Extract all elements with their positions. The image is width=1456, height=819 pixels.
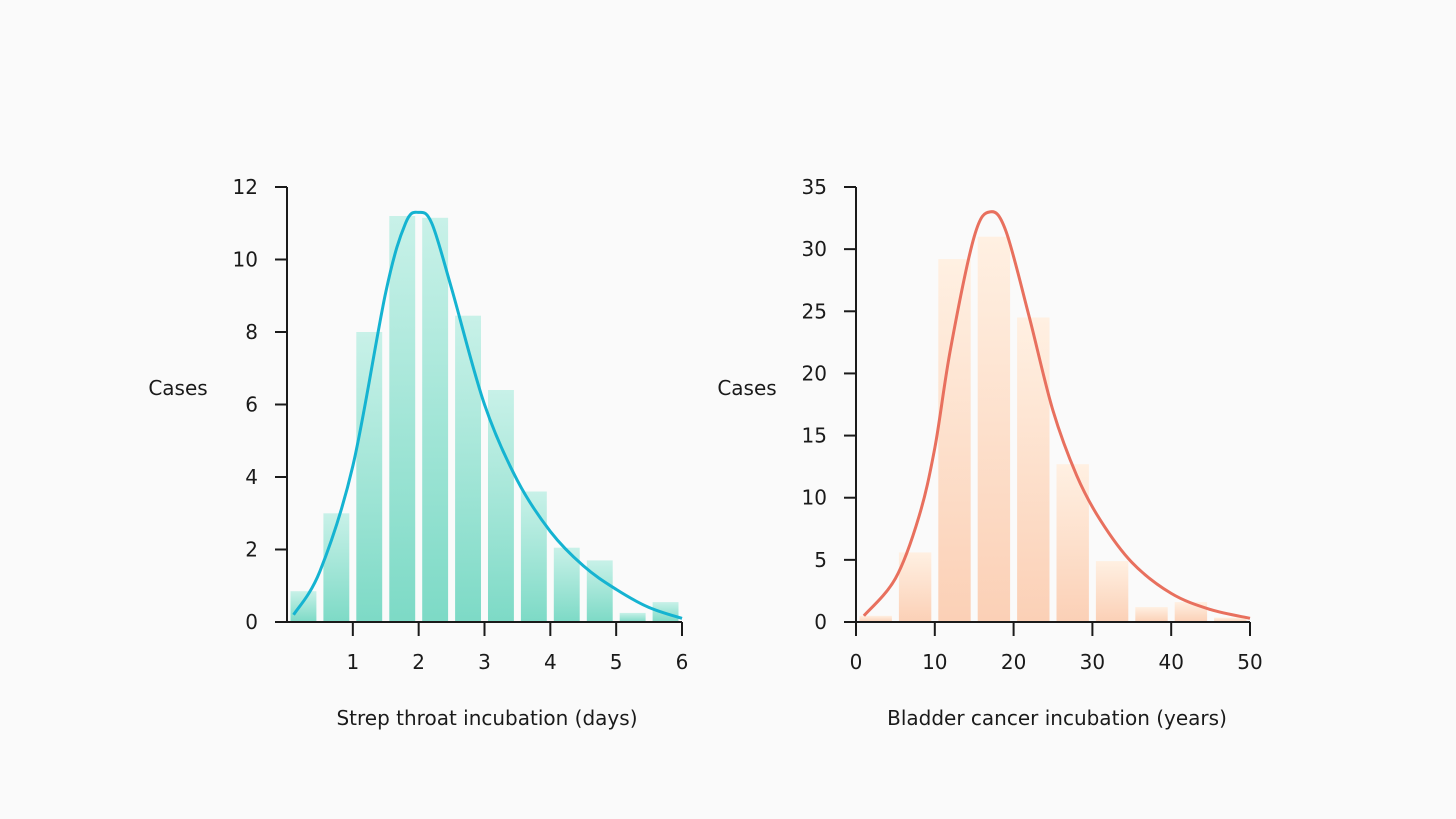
strep-x-tick-label-4: 5 <box>610 650 623 674</box>
strep-y-tick-label-0: 0 <box>245 610 258 634</box>
strep-bar-5 <box>455 315 481 622</box>
strep-fitted-curve <box>292 210 683 620</box>
strep-y-axis-title: Cases <box>148 376 207 400</box>
bladder-bar-1 <box>898 552 932 622</box>
bladder-bar-7 <box>1135 607 1168 622</box>
strep-y-tick-label-2: 4 <box>245 465 258 489</box>
strep-bars <box>290 216 679 623</box>
bladder-x-tick-label-2: 20 <box>1001 650 1026 674</box>
bladder-bar-4 <box>1017 317 1050 622</box>
strep-bar-3 <box>389 216 416 622</box>
bladder-x-tick-label-0: 0 <box>850 650 863 674</box>
strep-x-tick-label-5: 6 <box>676 650 689 674</box>
bladder-bar-0 <box>859 615 892 622</box>
strep-bar-0 <box>290 591 317 622</box>
strep-x-tick-label-0: 1 <box>346 650 359 674</box>
strep-bar-4 <box>422 217 449 623</box>
strep-y-tick-label-3: 6 <box>245 393 258 417</box>
bladder-y-tick-label-7: 35 <box>802 175 827 199</box>
bladder-bars <box>859 236 1247 622</box>
strep-x-axis-title: Strep throat incubation (days) <box>336 706 637 730</box>
strep-y-tick-label-6: 12 <box>233 175 258 199</box>
bladder-x-tick-label-3: 30 <box>1080 650 1105 674</box>
bladder-x-tick-label-1: 10 <box>922 650 947 674</box>
strep-bar-10 <box>619 612 646 622</box>
bladder-y-tick-label-3: 15 <box>802 424 827 448</box>
strep-x-tick-label-2: 3 <box>478 650 491 674</box>
bladder-y-tick-label-5: 25 <box>802 299 827 323</box>
bladder-bar-3 <box>977 236 1011 622</box>
strep-x-tick-label-1: 2 <box>412 650 425 674</box>
strep-y-tick-label-5: 10 <box>233 248 258 272</box>
strep-y-tick-label-1: 2 <box>245 538 258 562</box>
strep-x-tick-label-3: 4 <box>544 650 557 674</box>
strep-bar-1 <box>323 513 350 623</box>
bladder-bar-5 <box>1056 464 1089 622</box>
bladder-y-tick-label-2: 10 <box>802 486 827 510</box>
bladder-bar-6 <box>1095 561 1129 622</box>
chart-bladder-cancer: 0 5 10 15 20 25 30 35 0 10 20 30 40 50 Cases Bladder … <box>717 175 1262 730</box>
bladder-bar-9 <box>1214 617 1247 622</box>
strep-y-tick-label-4: 8 <box>245 320 258 344</box>
bladder-x-axis-title: Bladder cancer incubation (years) <box>887 706 1227 730</box>
strep-bar-7 <box>520 491 547 622</box>
bladder-axes: 0 5 10 15 20 25 30 35 0 10 20 30 40 50 <box>802 175 1263 674</box>
bladder-y-tick-label-1: 5 <box>814 548 827 572</box>
bladder-x-tick-label-4: 40 <box>1158 650 1183 674</box>
bladder-bar-2 <box>938 259 971 622</box>
bladder-y-tick-label-4: 20 <box>802 361 827 385</box>
bladder-x-tick-label-5: 50 <box>1237 650 1262 674</box>
bladder-y-tick-label-0: 0 <box>814 610 827 634</box>
bladder-bar-8 <box>1174 602 1208 622</box>
bladder-y-axis-title: Cases <box>717 376 776 400</box>
strep-bar-9 <box>586 560 613 622</box>
bladder-fitted-curve <box>862 210 1251 620</box>
bladder-y-tick-label-6: 30 <box>802 237 827 261</box>
